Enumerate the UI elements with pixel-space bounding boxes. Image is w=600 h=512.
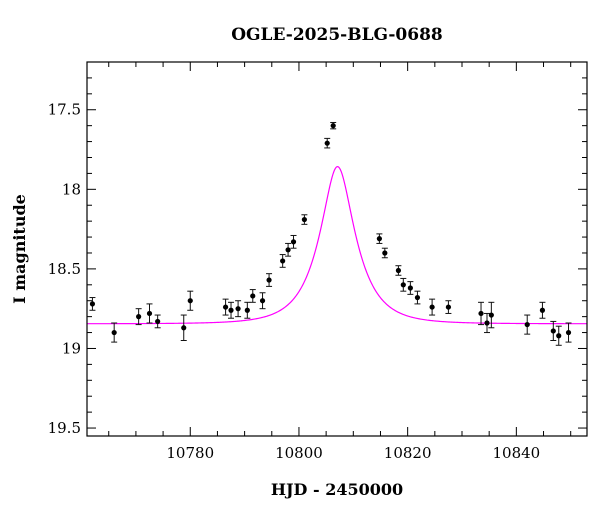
data-marker <box>301 216 307 223</box>
data-marker <box>330 123 336 129</box>
chart-title: OGLE-2025-BLG-0688 <box>231 25 443 45</box>
data-point <box>414 290 421 305</box>
data-point <box>539 301 546 319</box>
data-marker <box>187 298 193 304</box>
data-point <box>445 300 452 314</box>
data-marker <box>556 333 562 339</box>
data-marker <box>111 329 117 336</box>
y-tick-label: 19.5 <box>48 419 81 437</box>
data-marker <box>259 298 266 304</box>
data-marker <box>550 328 556 334</box>
data-marker <box>285 247 291 253</box>
data-point <box>290 234 297 249</box>
data-point <box>381 247 388 259</box>
data-point <box>222 298 229 316</box>
data-marker <box>146 310 153 317</box>
data-point <box>324 137 331 149</box>
data-marker <box>382 250 388 256</box>
data-marker <box>539 307 546 313</box>
data-marker <box>250 293 256 299</box>
data-point <box>180 314 187 342</box>
plot-frame <box>86 61 588 437</box>
data-marker <box>484 320 490 326</box>
x-tick-label: 10820 <box>384 444 432 462</box>
data-marker <box>235 306 241 312</box>
data-point <box>187 290 194 311</box>
data-marker <box>524 321 530 328</box>
data-point <box>376 233 383 244</box>
data-point <box>395 265 402 276</box>
y-axis-label: I magnitude <box>10 194 29 304</box>
data-point <box>400 277 407 292</box>
data-point <box>488 301 495 329</box>
data-marker <box>155 318 161 325</box>
data-point <box>478 301 485 326</box>
data-point <box>89 297 96 311</box>
data-marker <box>181 325 187 331</box>
data-point <box>266 273 273 287</box>
data-point <box>429 298 436 316</box>
data-point <box>301 214 308 225</box>
data-point <box>135 308 142 326</box>
data-marker <box>400 282 406 288</box>
data-point <box>330 121 337 130</box>
model-curve <box>87 166 587 325</box>
data-marker <box>136 314 142 320</box>
data-marker <box>244 307 250 313</box>
data-marker <box>228 307 234 313</box>
x-tick-label: 10840 <box>492 444 540 462</box>
data-marker <box>565 329 572 336</box>
data-marker <box>324 140 330 146</box>
data-point <box>407 281 414 295</box>
data-marker <box>89 301 96 307</box>
data-marker <box>280 258 286 264</box>
x-tick-label: 10800 <box>275 444 323 462</box>
x-tick-label: 10780 <box>166 444 214 462</box>
data-marker <box>488 312 494 318</box>
data-marker <box>429 304 435 310</box>
data-point <box>249 289 256 303</box>
y-tick-label: 18 <box>62 180 81 198</box>
data-point <box>550 320 557 342</box>
data-point <box>565 322 572 343</box>
data-marker <box>266 277 272 283</box>
axis-ticks: 10780 10800 10820 10840 17.5 18 18.5 19 19.5 <box>48 61 587 462</box>
data-marker <box>290 239 297 245</box>
data-point <box>146 303 153 324</box>
plot-area <box>87 121 587 346</box>
data-point <box>228 301 235 319</box>
data-point <box>111 322 118 343</box>
data-marker <box>445 304 452 310</box>
data-marker <box>222 304 229 310</box>
data-marker <box>414 294 421 301</box>
data-point <box>235 300 242 318</box>
data-marker <box>395 267 402 274</box>
data-marker <box>478 310 484 317</box>
x-axis-label: HJD - 2450000 <box>271 480 403 499</box>
data-point <box>524 314 531 335</box>
data-marker <box>407 285 413 291</box>
data-point <box>259 292 266 310</box>
data-point <box>484 312 490 334</box>
data-point <box>285 242 292 257</box>
y-tick-label: 17.5 <box>48 101 81 119</box>
y-tick-label: 18.5 <box>48 260 81 278</box>
data-point <box>154 314 161 329</box>
data-point <box>244 301 251 319</box>
y-tick-label: 19 <box>62 339 81 357</box>
data-marker <box>376 236 382 242</box>
data-point <box>555 325 562 346</box>
data-point <box>279 254 286 268</box>
